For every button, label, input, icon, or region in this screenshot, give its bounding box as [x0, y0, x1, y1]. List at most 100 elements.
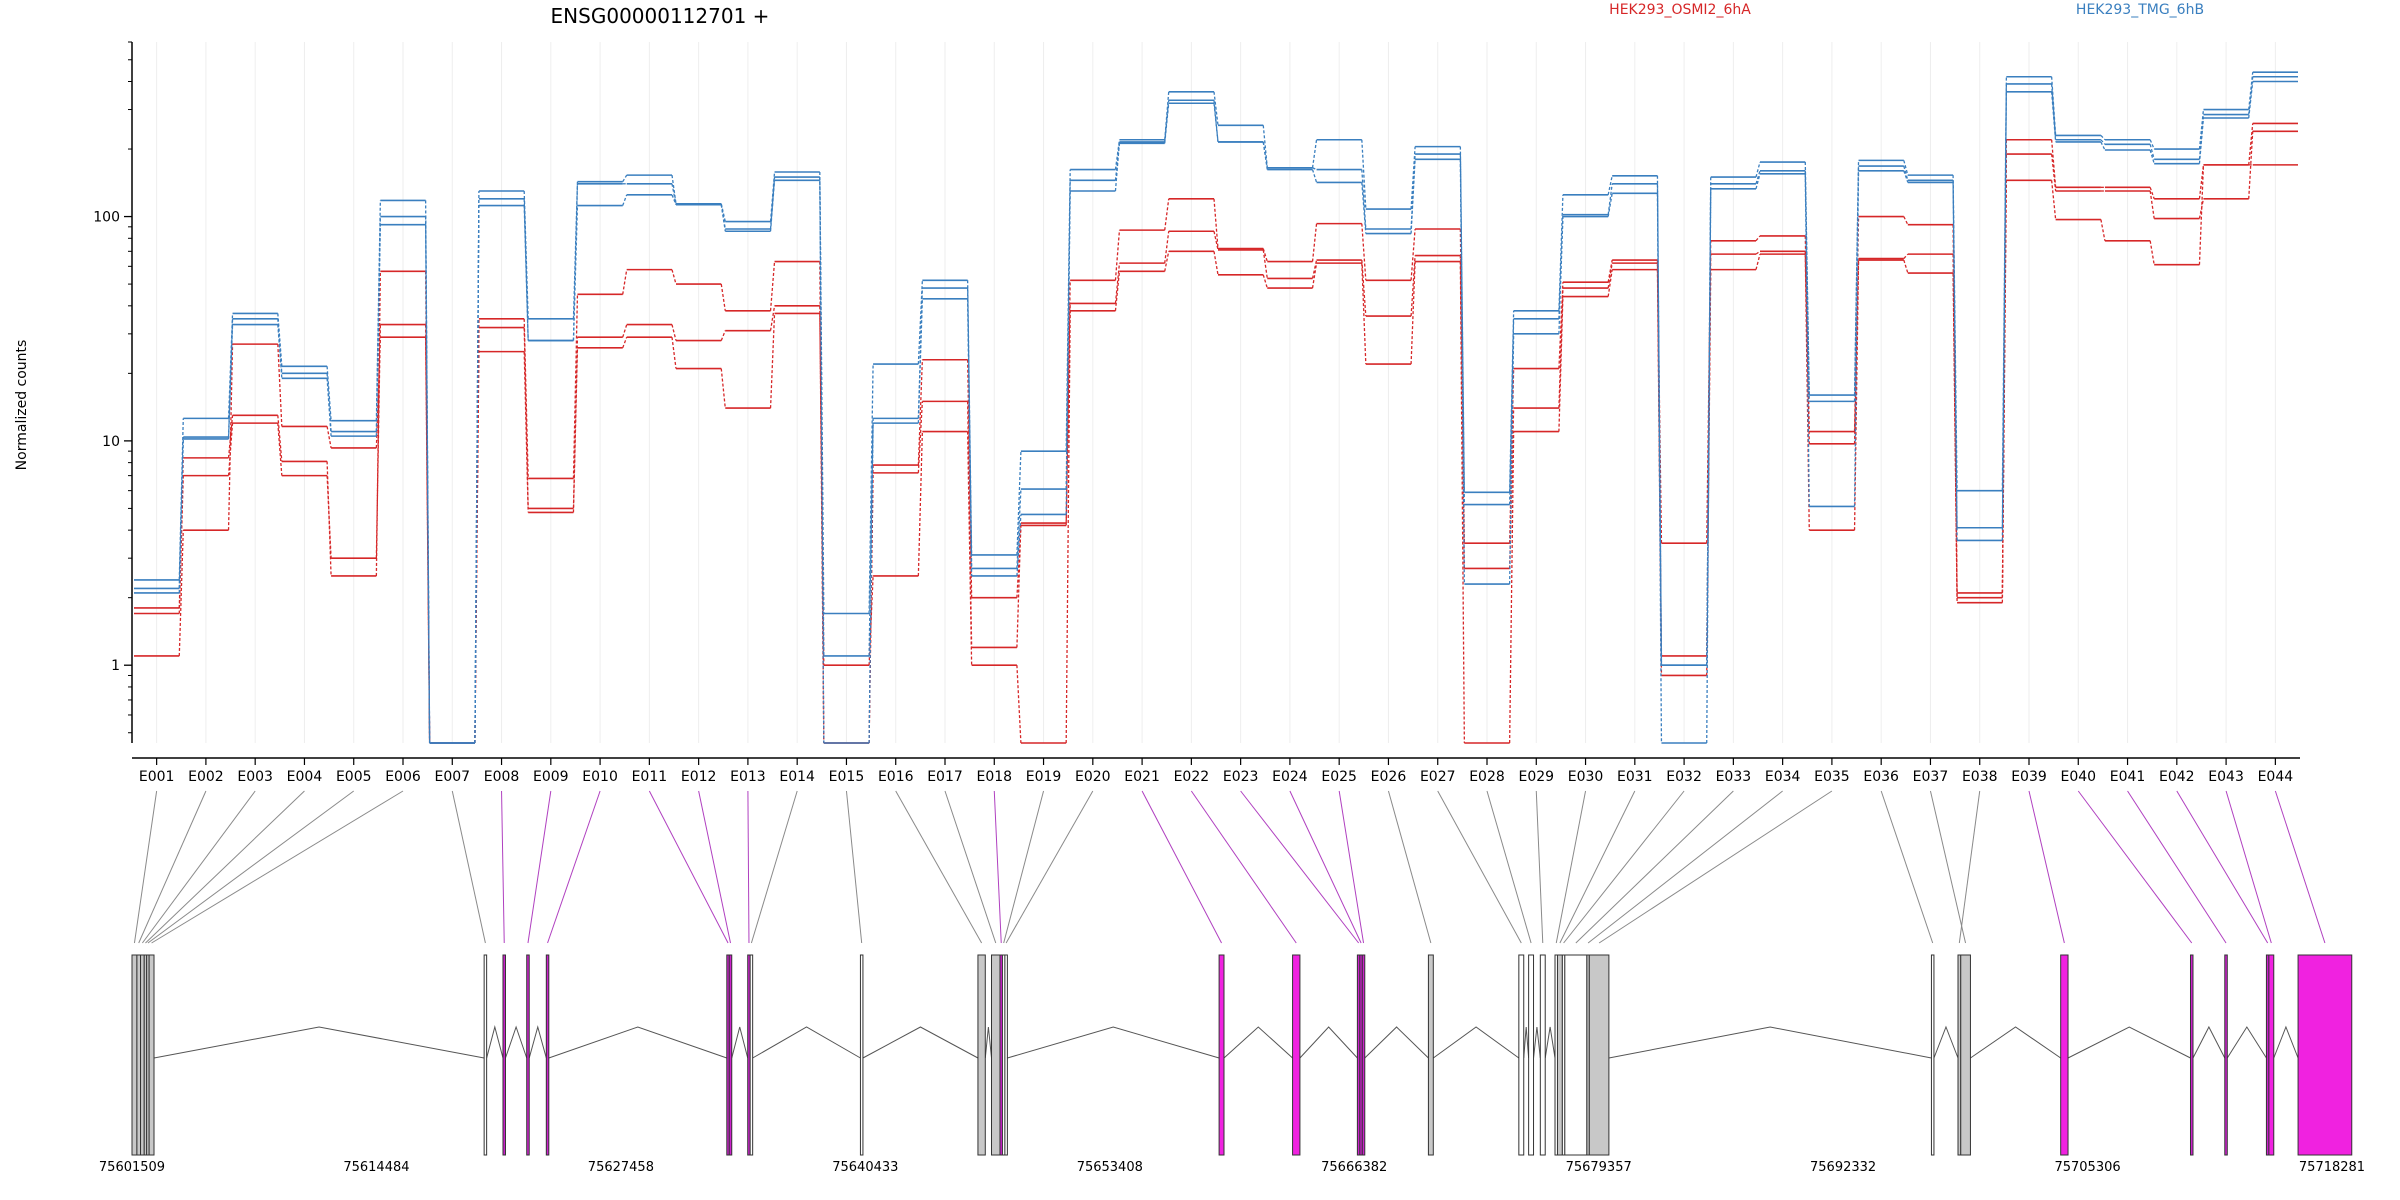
- exon-label-E027: E027: [1420, 769, 1456, 785]
- series-1-rep-2-transition: [622, 194, 628, 206]
- gene-exon-E028: [1528, 954, 1535, 1156]
- intron-line: [984, 1026, 993, 1059]
- intron-line: [1523, 1026, 1530, 1059]
- intron-line: [153, 1026, 485, 1059]
- series-0-rep-2-transition: [523, 351, 529, 513]
- gene-exon-E002: [136, 954, 142, 1156]
- exon-label-E039: E039: [2011, 769, 2047, 785]
- intron-line: [1533, 1026, 1541, 1059]
- gene-exon-E040: [2189, 954, 2194, 1156]
- series-1-rep-2-transition: [1114, 143, 1121, 181]
- series-0-rep-0-transition: [720, 283, 726, 311]
- connector-E015: [845, 790, 863, 944]
- gene-exon-E010: [545, 954, 550, 1156]
- gene-exon-E036: [1930, 954, 1935, 1156]
- series-0-rep-2-transition: [966, 431, 973, 666]
- series-1-rep-0-transition: [2100, 134, 2106, 141]
- series-0-rep-1-transition: [1016, 523, 1022, 648]
- series-0-rep-2-transition: [2001, 180, 2008, 603]
- series-1-rep-2-transition: [769, 180, 776, 232]
- series-1-rep-2-transition: [2198, 117, 2205, 164]
- series-1-rep-2-transition: [572, 205, 579, 341]
- connector-E034: [1587, 790, 1783, 944]
- connector-E043: [2225, 790, 2272, 944]
- genomic-coordinate-label: 75653408: [1077, 1160, 1143, 1175]
- series-0-rep-1-transition: [1361, 259, 1367, 317]
- series-0-rep-0-transition: [2248, 123, 2254, 165]
- exon-label-E013: E013: [730, 769, 766, 785]
- genomic-coordinate-label: 75705306: [2054, 1160, 2120, 1175]
- series-0-rep-1-transition: [277, 423, 283, 476]
- series-1-rep-0-transition: [1755, 161, 1761, 178]
- series-1-rep-0-transition: [1558, 194, 1564, 311]
- series-1-rep-2-transition: [424, 224, 431, 744]
- series-0-rep-2-transition: [1459, 261, 1466, 744]
- series-0-rep-2-transition: [1065, 310, 1071, 744]
- connector-E004: [145, 790, 305, 944]
- chart-title: ENSG00000112701 +: [551, 4, 770, 28]
- series-1-rep-2-transition: [720, 204, 726, 232]
- series-0-rep-0-transition: [375, 271, 382, 576]
- genomic-coordinate-label: 75614484: [343, 1160, 409, 1175]
- connector-E025: [1338, 790, 1365, 944]
- gene-exon-E027: [1518, 954, 1525, 1156]
- gene-exon-E008: [502, 954, 506, 1156]
- connector-E042: [2176, 790, 2269, 944]
- exon-label-E002: E002: [188, 769, 224, 785]
- connector-E039: [2028, 790, 2065, 944]
- intron-line: [2226, 1026, 2267, 1059]
- series-0-rep-1-transition: [622, 324, 628, 338]
- series-0-rep-1-transition: [326, 475, 332, 559]
- series-0-rep-1-transition: [1903, 253, 1909, 259]
- connector-E002: [138, 790, 207, 944]
- series-lines: [134, 71, 2298, 744]
- intron-line: [1970, 1026, 2061, 1059]
- y-tick-label: 10: [102, 434, 120, 450]
- series-0-rep-2-transition: [178, 530, 184, 656]
- intron-line: [486, 1025, 504, 1059]
- gene-exon-E044: [2297, 954, 2353, 1156]
- connector-E026: [1387, 790, 1432, 944]
- series-0-rep-1-transition: [1164, 231, 1170, 264]
- intron-line: [1433, 1026, 1520, 1059]
- series-1-rep-2-transition: [1607, 193, 1613, 217]
- exon-label-E023: E023: [1223, 769, 1259, 785]
- series-1-rep-0-transition: [1361, 139, 1367, 210]
- series-1-rep-2-transition: [966, 298, 973, 576]
- series-1-rep-2-transition: [917, 298, 924, 424]
- exon-connectors: [133, 790, 2326, 944]
- connector-E023: [1240, 790, 1360, 944]
- exon-label-E038: E038: [1962, 769, 1998, 785]
- series-1-rep-2-transition: [1311, 169, 1318, 183]
- series-0-rep-2-transition: [2198, 164, 2205, 265]
- series-0-rep-0-transition: [1903, 216, 1909, 225]
- exon-label-E024: E024: [1272, 769, 1308, 785]
- series-1-rep-2-transition: [868, 423, 874, 744]
- series-0-rep-1-transition: [375, 324, 382, 559]
- series-0-rep-1-transition: [1755, 250, 1761, 255]
- genomic-coordinate-label: 75601509: [99, 1160, 165, 1175]
- series-1-rep-1-transition: [1804, 170, 1810, 402]
- gene-exon-E003: [140, 954, 145, 1156]
- series-1-rep-1-transition: [2149, 144, 2155, 160]
- series-1-rep-1-transition: [1706, 183, 1712, 666]
- series-0-rep-0-transition: [917, 359, 924, 466]
- series-0-rep-0-transition: [277, 415, 283, 462]
- series-0-rep-2-transition: [1755, 253, 1761, 270]
- gene-exon-E029: [1539, 954, 1546, 1156]
- exon-label-E015: E015: [829, 769, 865, 785]
- series-1-rep-0-transition: [868, 364, 874, 614]
- connector-E033: [1575, 790, 1734, 944]
- series-1-rep-2-transition: [1755, 173, 1761, 189]
- series-1-rep-1-transition: [1903, 165, 1909, 181]
- legend-label-series-0: HEK293_OSMI2_6hA: [1609, 2, 1751, 18]
- y-axis-label: Normalized counts: [14, 340, 30, 471]
- series-1-rep-2-transition: [1213, 103, 1219, 143]
- exon-label-E044: E044: [2258, 769, 2294, 785]
- series-1-rep-0-transition: [622, 174, 628, 183]
- gene-exon-E026: [1427, 954, 1434, 1156]
- connector-E037: [1929, 790, 1967, 944]
- series-0-rep-0-transition: [1114, 230, 1121, 281]
- series-1-rep-2-transition: [1164, 103, 1170, 144]
- gene-exon-E006: [148, 954, 155, 1156]
